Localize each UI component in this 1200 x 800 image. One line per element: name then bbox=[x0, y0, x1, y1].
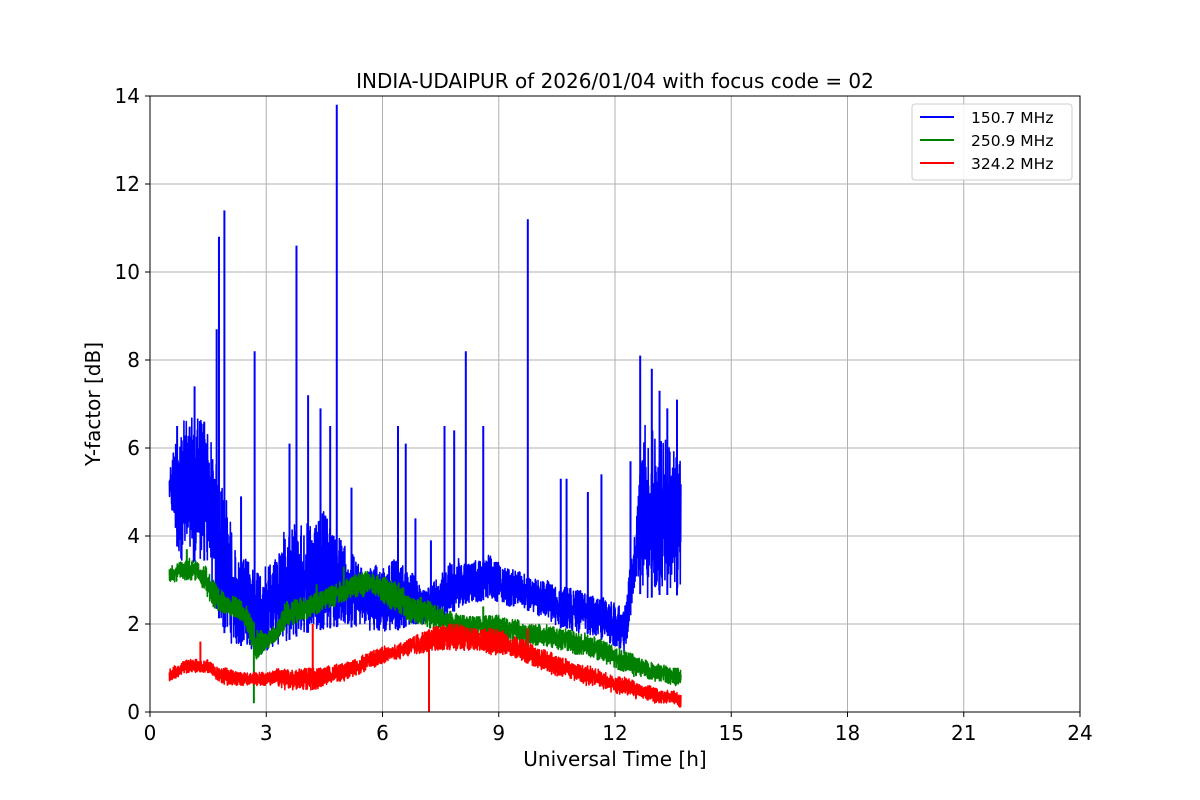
y-tick-label: 14 bbox=[115, 84, 140, 108]
x-tick-label: 15 bbox=[719, 721, 744, 745]
x-axis-label: Universal Time [h] bbox=[523, 747, 706, 771]
series-324-mhz bbox=[168, 623, 682, 708]
x-tick-label: 24 bbox=[1067, 721, 1092, 745]
legend: 150.7 MHz 250.9 MHz 324.2 MHz bbox=[911, 103, 1073, 181]
y-axis: 0 2 4 6 8 10 12 14 bbox=[115, 84, 150, 724]
legend-box bbox=[911, 103, 1073, 181]
y-tick-label: 12 bbox=[115, 172, 140, 196]
y-tick-label: 10 bbox=[115, 260, 140, 284]
x-tick-label: 6 bbox=[376, 721, 389, 745]
y-tick-label: 0 bbox=[127, 700, 140, 724]
chart-title: INDIA-UDAIPUR of 2026/01/04 with focus c… bbox=[356, 69, 874, 93]
y-tick-label: 4 bbox=[127, 524, 140, 548]
x-tick-label: 0 bbox=[144, 721, 157, 745]
x-tick-label: 12 bbox=[602, 721, 627, 745]
y-axis-label: Y-factor [dB] bbox=[81, 342, 105, 467]
y-tick-label: 6 bbox=[127, 436, 140, 460]
x-tick-label: 21 bbox=[951, 721, 976, 745]
x-tick-label: 3 bbox=[260, 721, 273, 745]
legend-label-150: 150.7 MHz bbox=[971, 109, 1053, 127]
y-tick-label: 8 bbox=[127, 348, 140, 372]
x-tick-label: 18 bbox=[835, 721, 860, 745]
series-group bbox=[168, 104, 682, 712]
x-axis: 0 3 6 9 12 15 18 21 24 bbox=[144, 712, 1093, 745]
legend-label-250: 250.9 MHz bbox=[971, 132, 1053, 150]
x-tick-label: 9 bbox=[492, 721, 505, 745]
y-tick-label: 2 bbox=[127, 612, 140, 636]
legend-label-324: 324.2 MHz bbox=[971, 155, 1053, 173]
